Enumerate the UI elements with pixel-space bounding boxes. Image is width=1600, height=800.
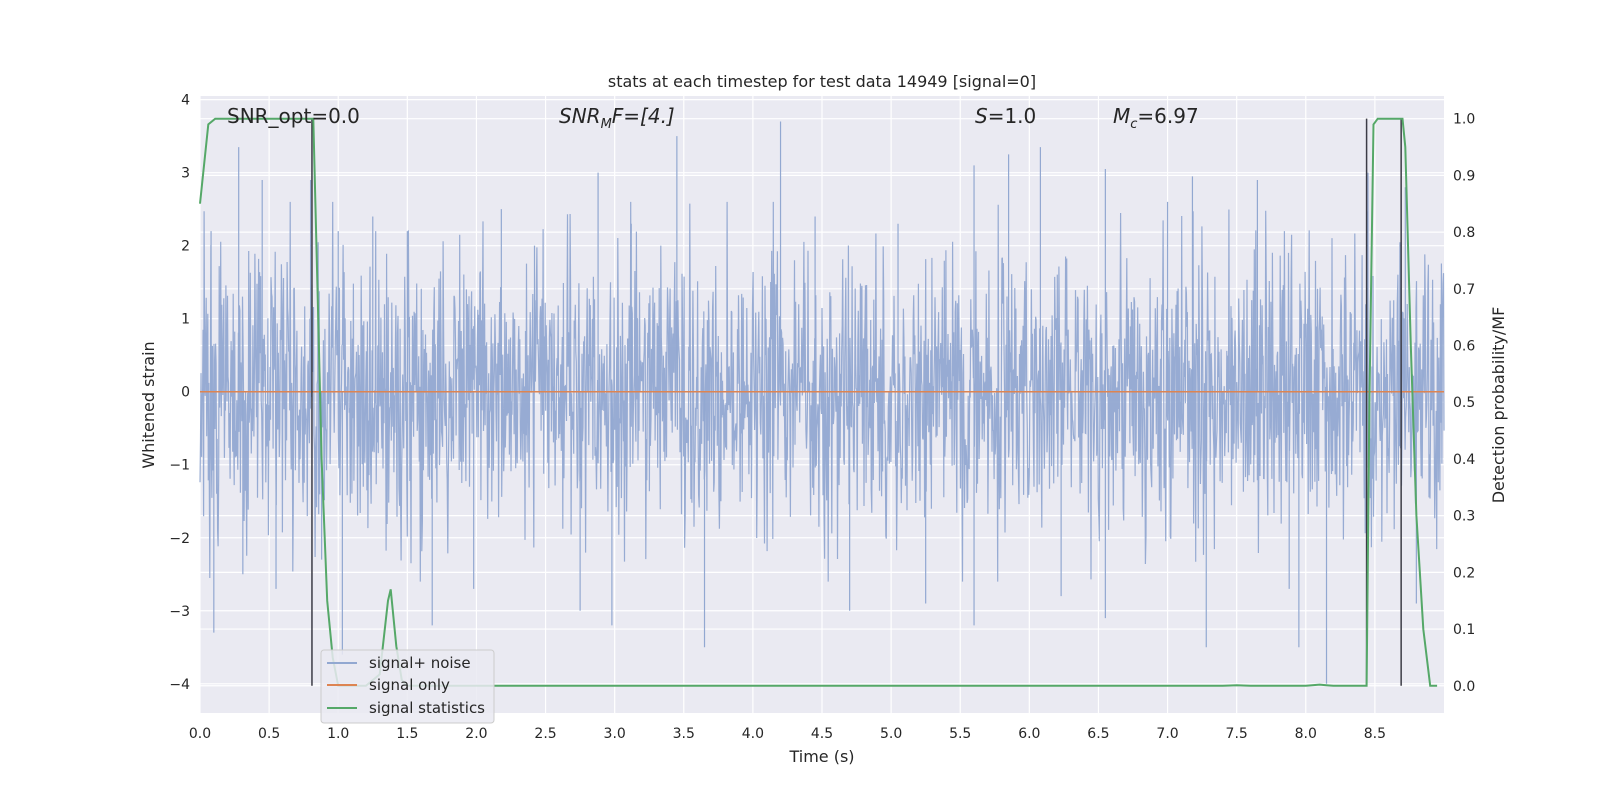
- y-right-tick-label: 0.3: [1453, 509, 1475, 525]
- stats-series-group: [199, 117, 1438, 687]
- noise-series-group: [199, 121, 1445, 684]
- y-axis-label: Whitened strain: [139, 341, 158, 468]
- annotation-snr-mf-sub: M: [601, 117, 612, 132]
- annotation-snr-opt: SNR_opt=0.0: [227, 104, 360, 128]
- legend: signal+ noise signal only signal statist…: [320, 649, 495, 724]
- y-tick-label: −3: [169, 604, 190, 620]
- annotation-snr-mf-rest: F=[4.]: [612, 104, 675, 128]
- x-tick-label: 8.5: [1364, 726, 1386, 742]
- annotation-s-rest: =1.0: [988, 104, 1037, 128]
- x-tick-label: 3.5: [673, 726, 695, 742]
- x-tick-label: 1.0: [327, 726, 349, 742]
- y-right-tick-label: 0.8: [1453, 225, 1475, 241]
- annotation-snr-mf-main: SNR: [559, 104, 601, 128]
- y-tick-label: 0: [181, 385, 190, 401]
- x-tick-label: 7.5: [1226, 726, 1248, 742]
- x-tick-label: 8.0: [1295, 726, 1317, 742]
- y-right-axis-label: Detection probability/MF: [1489, 307, 1508, 504]
- chart-title: stats at each timestep for test data 149…: [608, 72, 1036, 91]
- y-tick-label: −2: [169, 531, 190, 547]
- x-tick-label: 7.0: [1156, 726, 1178, 742]
- x-tick-label: 2.5: [534, 726, 556, 742]
- y-right-tick-label: 0.7: [1453, 282, 1475, 298]
- y-right-tick-label: 0.5: [1453, 395, 1475, 411]
- y-tick-label: −4: [169, 677, 190, 693]
- annotation-s-main: S: [975, 104, 988, 128]
- x-tick-label: 2.0: [465, 726, 487, 742]
- annotation-mc-rest: =6.97: [1137, 104, 1198, 128]
- series-signal-statistics-line: [199, 117, 1438, 687]
- legend-label-signal-statistics: signal statistics: [369, 699, 485, 717]
- y-right-tick-label: 0.1: [1453, 622, 1475, 638]
- y-tick-label: 2: [181, 239, 190, 255]
- x-axis-label: Time (s): [788, 747, 854, 766]
- y-right-tick-label: 0.4: [1453, 452, 1475, 468]
- x-tick-label: 6.0: [1018, 726, 1040, 742]
- annotation-mc: Mc=6.97: [1113, 104, 1199, 132]
- y-tick-label: 4: [181, 93, 190, 109]
- annotation-mc-sub: c: [1130, 117, 1137, 132]
- y-right-tick-label: 0.9: [1453, 168, 1475, 184]
- x-tick-label: 0.0: [189, 726, 211, 742]
- legend-box: [320, 649, 495, 724]
- y-tick-label: 1: [181, 312, 190, 328]
- y-tick-label: −1: [169, 458, 190, 474]
- y-right-tick-label: 0.2: [1453, 565, 1475, 581]
- x-tick-label: 1.5: [396, 726, 418, 742]
- x-tick-label: 6.5: [1087, 726, 1109, 742]
- y-right-tick-label: 1.0: [1453, 112, 1475, 128]
- legend-label-signal-only: signal only: [369, 676, 450, 694]
- annotation-s: S=1.0: [975, 104, 1036, 128]
- x-tick-label: 5.0: [880, 726, 902, 742]
- y-ticks: −4 −3 −2 −1 0 1 2 3 4: [169, 93, 190, 693]
- series-signal-noise-line: [199, 201, 1445, 582]
- y-tick-label: 3: [181, 166, 190, 182]
- x-tick-label: 4.5: [811, 726, 833, 742]
- annotation-mc-main: M: [1113, 104, 1130, 128]
- y-right-ticks: 0.0 0.1 0.2 0.3 0.4 0.5 0.6 0.7 0.8 0.9 1.0: [1453, 112, 1475, 695]
- x-tick-label: 0.5: [258, 726, 280, 742]
- legend-label-signal-noise: signal+ noise: [369, 654, 471, 672]
- x-tick-label: 4.0: [742, 726, 764, 742]
- x-tick-label: 3.0: [604, 726, 626, 742]
- x-tick-label: 5.5: [949, 726, 971, 742]
- annotation-snr-mf: SNRMF=[4.]: [559, 104, 675, 132]
- x-ticks: 0.0 0.5 1.0 1.5 2.0 2.5 3.0 3.5 4.0 4.5 5.0 5.5 6.0 6…: [189, 726, 1386, 742]
- y-right-tick-label: 0.0: [1453, 679, 1475, 695]
- y-right-tick-label: 0.6: [1453, 339, 1475, 355]
